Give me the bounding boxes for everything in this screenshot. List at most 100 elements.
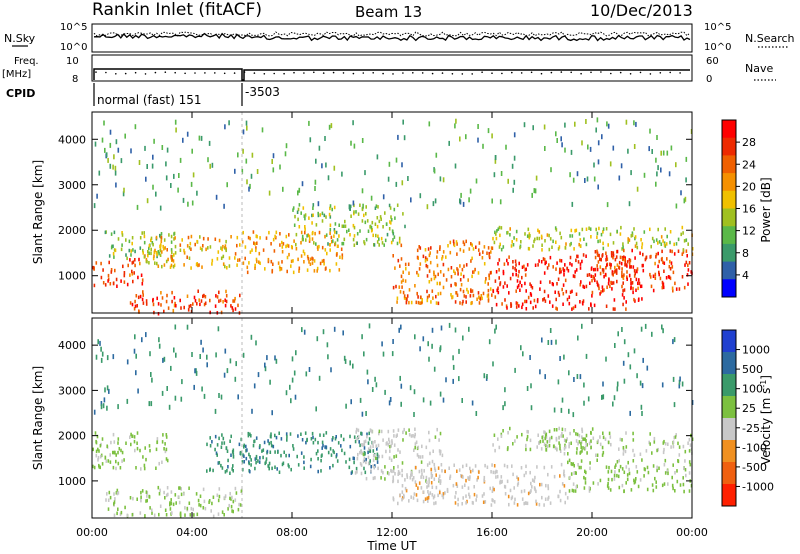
heatmap-cell (489, 486, 491, 491)
heatmap-cell (573, 429, 575, 433)
colorbar-swatch (722, 226, 736, 245)
heatmap-cell (325, 431, 328, 435)
heatmap-cell (125, 441, 127, 445)
heatmap-cell (155, 191, 157, 197)
nave-point (164, 71, 167, 73)
heatmap-cell (174, 395, 177, 401)
heatmap-cell (427, 490, 429, 494)
heatmap-cell (132, 260, 135, 264)
heatmap-cell (264, 267, 266, 271)
heatmap-cell (97, 447, 99, 452)
heatmap-cell (608, 278, 610, 283)
heatmap-cell (605, 258, 607, 262)
heatmap-cell (470, 259, 472, 263)
colorbar-swatch (722, 173, 736, 192)
heatmap-cell (506, 258, 508, 263)
heatmap-cell (553, 428, 556, 432)
heatmap-cell (236, 263, 238, 267)
heatmap-cell (665, 276, 668, 280)
heatmap-cell (593, 267, 595, 272)
heatmap-cell (676, 479, 679, 484)
heatmap-cell (323, 213, 326, 218)
heatmap-cell (530, 481, 532, 486)
heatmap-cell (658, 270, 660, 275)
heatmap-cell (616, 249, 619, 254)
heatmap-cell (130, 148, 132, 154)
heatmap-cell (585, 254, 587, 258)
colorbar-tick-label: -500 (742, 461, 767, 474)
heatmap-cell (501, 302, 503, 306)
heatmap-cell (236, 243, 238, 248)
heatmap-cell (274, 465, 276, 469)
heatmap-cell (509, 426, 511, 431)
heatmap-cell (172, 265, 175, 269)
heatmap-cell (615, 255, 618, 259)
heatmap-cell (400, 243, 403, 248)
heatmap-cell (235, 361, 237, 367)
heatmap-cell (628, 273, 631, 278)
heatmap-cell (149, 351, 151, 357)
heatmap-cell (613, 395, 616, 401)
nsky-label: N.Sky (4, 32, 36, 45)
heatmap-cell (555, 240, 557, 244)
heatmap-cell (157, 264, 160, 268)
heatmap-cell (612, 251, 615, 255)
heatmap-cell (513, 179, 516, 185)
heatmap-cell (146, 164, 148, 169)
heatmap-cell (134, 263, 136, 268)
heatmap-cell (568, 458, 571, 463)
heatmap-cell (513, 486, 515, 490)
heatmap-cell (258, 251, 261, 256)
heatmap-cell (433, 494, 436, 498)
heatmap-cell (374, 476, 376, 480)
heatmap-cell (231, 509, 233, 513)
heatmap-cell (353, 460, 355, 465)
heatmap-cell (359, 443, 361, 448)
heatmap-cell (525, 267, 527, 271)
heatmap-cell (628, 471, 631, 476)
nave-point (560, 71, 563, 73)
heatmap-cell (559, 474, 561, 478)
heatmap-cell (148, 495, 151, 499)
heatmap-cell (399, 290, 402, 294)
colorbar-tick-label: -25 (742, 422, 760, 435)
heatmap-cell (142, 301, 145, 305)
heatmap-cell (95, 261, 98, 265)
heatmap-cell (590, 439, 592, 443)
nave-point (214, 72, 216, 74)
heatmap-cell (573, 377, 575, 382)
heatmap-cell (254, 242, 256, 246)
heatmap-cell (677, 237, 680, 242)
heatmap-cell (380, 217, 382, 221)
heatmap-cell (171, 299, 173, 304)
heatmap-cell (602, 381, 604, 387)
heatmap-cell (163, 447, 165, 451)
heatmap-cell (568, 295, 571, 299)
heatmap-cell (609, 435, 612, 439)
heatmap-cell (148, 261, 150, 265)
heatmap-cell (650, 244, 652, 249)
heatmap-cell (149, 448, 151, 453)
heatmap-cell (559, 498, 562, 503)
heatmap-cell (378, 454, 380, 459)
heatmap-cell (515, 229, 518, 234)
heatmap-cell (366, 369, 369, 375)
heatmap-cell (533, 239, 535, 244)
heatmap-cell (182, 197, 185, 203)
heatmap-cell (500, 475, 503, 479)
heatmap-cell (329, 223, 332, 227)
heatmap-cell (207, 246, 209, 250)
heatmap-cell (161, 250, 163, 254)
heatmap-cell (510, 302, 512, 306)
heatmap-cell (590, 266, 593, 270)
heatmap-cell (615, 271, 618, 275)
heatmap-cell (216, 453, 218, 457)
heatmap-cell (583, 475, 585, 480)
heatmap-cell (516, 483, 519, 487)
heatmap-cell (388, 227, 391, 231)
heatmap-cell (110, 245, 113, 250)
nave-point (451, 73, 454, 75)
heatmap-cell (610, 280, 612, 285)
heatmap-cell (337, 441, 340, 445)
heatmap-cell (416, 453, 419, 457)
